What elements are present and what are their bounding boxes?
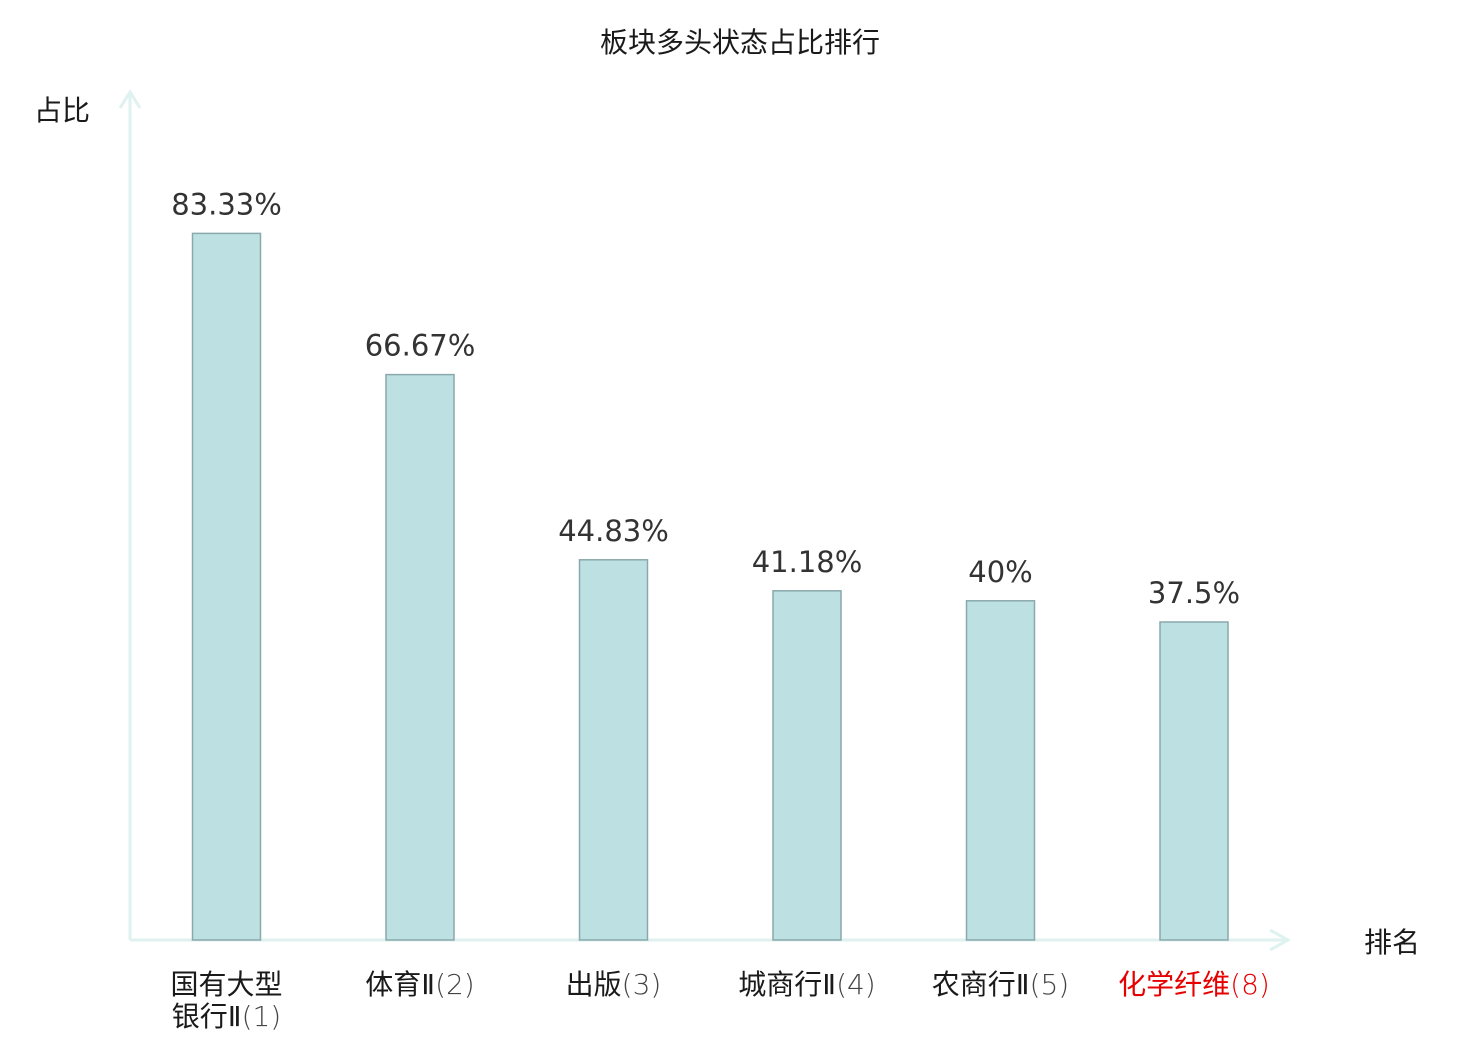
y-axis-arrow-icon bbox=[118, 89, 142, 109]
axes bbox=[118, 89, 1292, 952]
data-label: 44.83% bbox=[558, 514, 669, 548]
x-axis-arrow-icon bbox=[1269, 928, 1292, 952]
tick-label: 城商行Ⅱ(4) bbox=[738, 968, 875, 1001]
tick-label: 国有大型银行Ⅱ(1) bbox=[170, 968, 282, 1033]
data-label: 37.5% bbox=[1148, 576, 1240, 610]
bar bbox=[772, 590, 842, 941]
tick-label: 化学纤维(8) bbox=[1118, 968, 1270, 1001]
tick-label: 农商行Ⅱ(5) bbox=[932, 968, 1069, 1001]
value-labels-group: 83.33% 66.67% 44.83% 41.18% 40% 37.5% bbox=[171, 187, 1240, 610]
category-labels-group: 国有大型银行Ⅱ(1) 体育Ⅱ(2) 出版(3) 城商行Ⅱ(4) 农商行Ⅱ(5) 化学纤维(… bbox=[170, 968, 1269, 1033]
x-axis-label: 排名 bbox=[1364, 926, 1420, 959]
y-axis-label: 占比 bbox=[34, 94, 90, 127]
bar bbox=[965, 600, 1036, 941]
bar bbox=[1159, 621, 1229, 941]
data-label: 41.18% bbox=[752, 545, 863, 579]
bar bbox=[578, 559, 649, 941]
data-label: 40% bbox=[968, 555, 1032, 589]
data-label: 66.67% bbox=[365, 329, 476, 363]
data-label: 83.33% bbox=[171, 187, 282, 221]
chart-title: 板块多头状态占比排行 bbox=[600, 26, 880, 59]
bar bbox=[385, 373, 455, 941]
bars-group bbox=[191, 232, 1229, 941]
bar bbox=[191, 232, 262, 941]
tick-label: 出版(3) bbox=[566, 968, 662, 1001]
tick-label: 体育Ⅱ(2) bbox=[365, 968, 474, 1001]
